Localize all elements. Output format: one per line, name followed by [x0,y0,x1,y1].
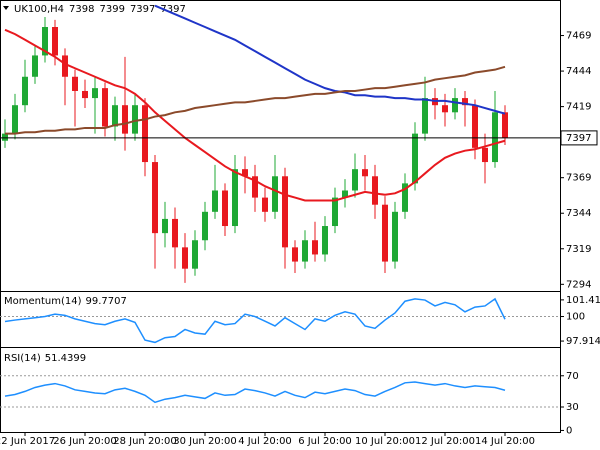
candle-body [162,218,168,234]
candle-body [412,133,418,184]
header-value: 7397 [130,4,155,15]
candle-body [462,98,468,106]
candle-body [472,105,478,148]
candle-body [62,55,68,77]
x-tick-label: 12 Jul 20:00 [415,436,475,447]
candle-body [342,190,348,198]
candle-body [312,240,318,255]
candle-body [242,169,248,177]
menu-icon [3,6,9,10]
moving-average [154,4,506,115]
indicator-title: Momentum(14) 99.7707 [4,296,127,307]
candle-body [422,98,428,134]
x-tick-label: 30 Jun 20:00 [173,436,237,447]
y-tick-label: 101.4156 [566,295,600,306]
candle-body [282,176,288,248]
candle-body [12,105,18,134]
x-tick-label: 28 Jun 20:00 [113,436,177,447]
header-value: 7397 [160,4,185,15]
indicator-value: 51.4399 [45,353,86,364]
candle-body [262,197,268,212]
candle-body [142,105,148,163]
candle-body [392,211,398,262]
candle-body [272,176,278,212]
moving-average [5,65,506,135]
candle-body [112,105,118,127]
symbol: UK100,H4 [14,4,64,15]
candle-body [252,176,258,198]
candle-body [352,169,358,191]
candle-body [52,27,58,56]
x-tick-label: 10 Jul 20:00 [355,436,415,447]
candle-body [202,211,208,241]
candle-body [2,133,8,141]
x-tick-label: 6 Jul 20:00 [298,436,352,447]
candle-body [72,76,78,91]
y-tick-label: 0 [566,425,572,436]
current-price-label: 7397 [566,133,591,144]
candle-body [182,247,188,269]
indicator-name: Momentum(14) [4,296,82,307]
chart-header: UK100,H4 7398 7399 7397 7397 [14,4,186,15]
candle-body [92,88,98,99]
candle-body [362,169,368,177]
candle-body [222,190,228,227]
candle-body [42,27,48,56]
candle-body [232,169,238,227]
y-tick-label: 100 [566,312,585,323]
x-tick-label: 14 Jul 20:00 [475,436,535,447]
y-tick-label: 7319 [566,244,591,255]
x-tick-label: 4 Jul 20:00 [238,436,292,447]
y-tick-label: 7469 [566,31,591,42]
indicator-line [4,297,506,344]
moving-average [4,28,506,202]
y-tick-label: 30 [566,402,579,413]
y-tick-label: 7419 [566,102,591,113]
candle-body [132,105,138,134]
candle-body [372,176,378,205]
candle-body [492,112,498,163]
y-tick-label: 7294 [566,279,591,290]
x-tick-label: 22 Jun 2017 [0,436,55,447]
candle-body [152,162,158,234]
candle-body [332,197,338,227]
candle-body [82,90,88,99]
candle-body [122,105,128,134]
candle-body [192,240,198,269]
y-tick-label: 70 [566,371,579,382]
candle-body [452,98,458,113]
header-value: 7398 [69,4,94,15]
x-tick-label: 26 Jun 20:00 [53,436,117,447]
indicator-title: RSI(14) 51.4399 [4,353,86,364]
indicator-name: RSI(14) [4,353,41,364]
header-value: 7399 [99,4,124,15]
y-tick-label: 7344 [566,208,591,219]
current-price-box [560,130,598,146]
candle-body [212,190,218,212]
candle-body [322,226,328,255]
y-tick-label: 97.9144 [566,336,600,347]
candle-body [482,147,488,163]
y-tick-label: 7369 [566,173,591,184]
candle-body [172,218,178,248]
candle-body [32,55,38,77]
plot-frame [0,0,561,433]
candle-body [102,88,108,127]
candle-body [442,105,448,113]
y-tick-label: 7444 [566,66,591,77]
candle-body [22,76,28,106]
candle-body [502,112,508,138]
candle-body [402,183,408,212]
candle-body [302,240,308,262]
indicator-value: 99.7707 [86,296,127,307]
indicator-line [4,381,506,404]
candle-body [292,247,298,262]
candle-body [382,204,388,262]
